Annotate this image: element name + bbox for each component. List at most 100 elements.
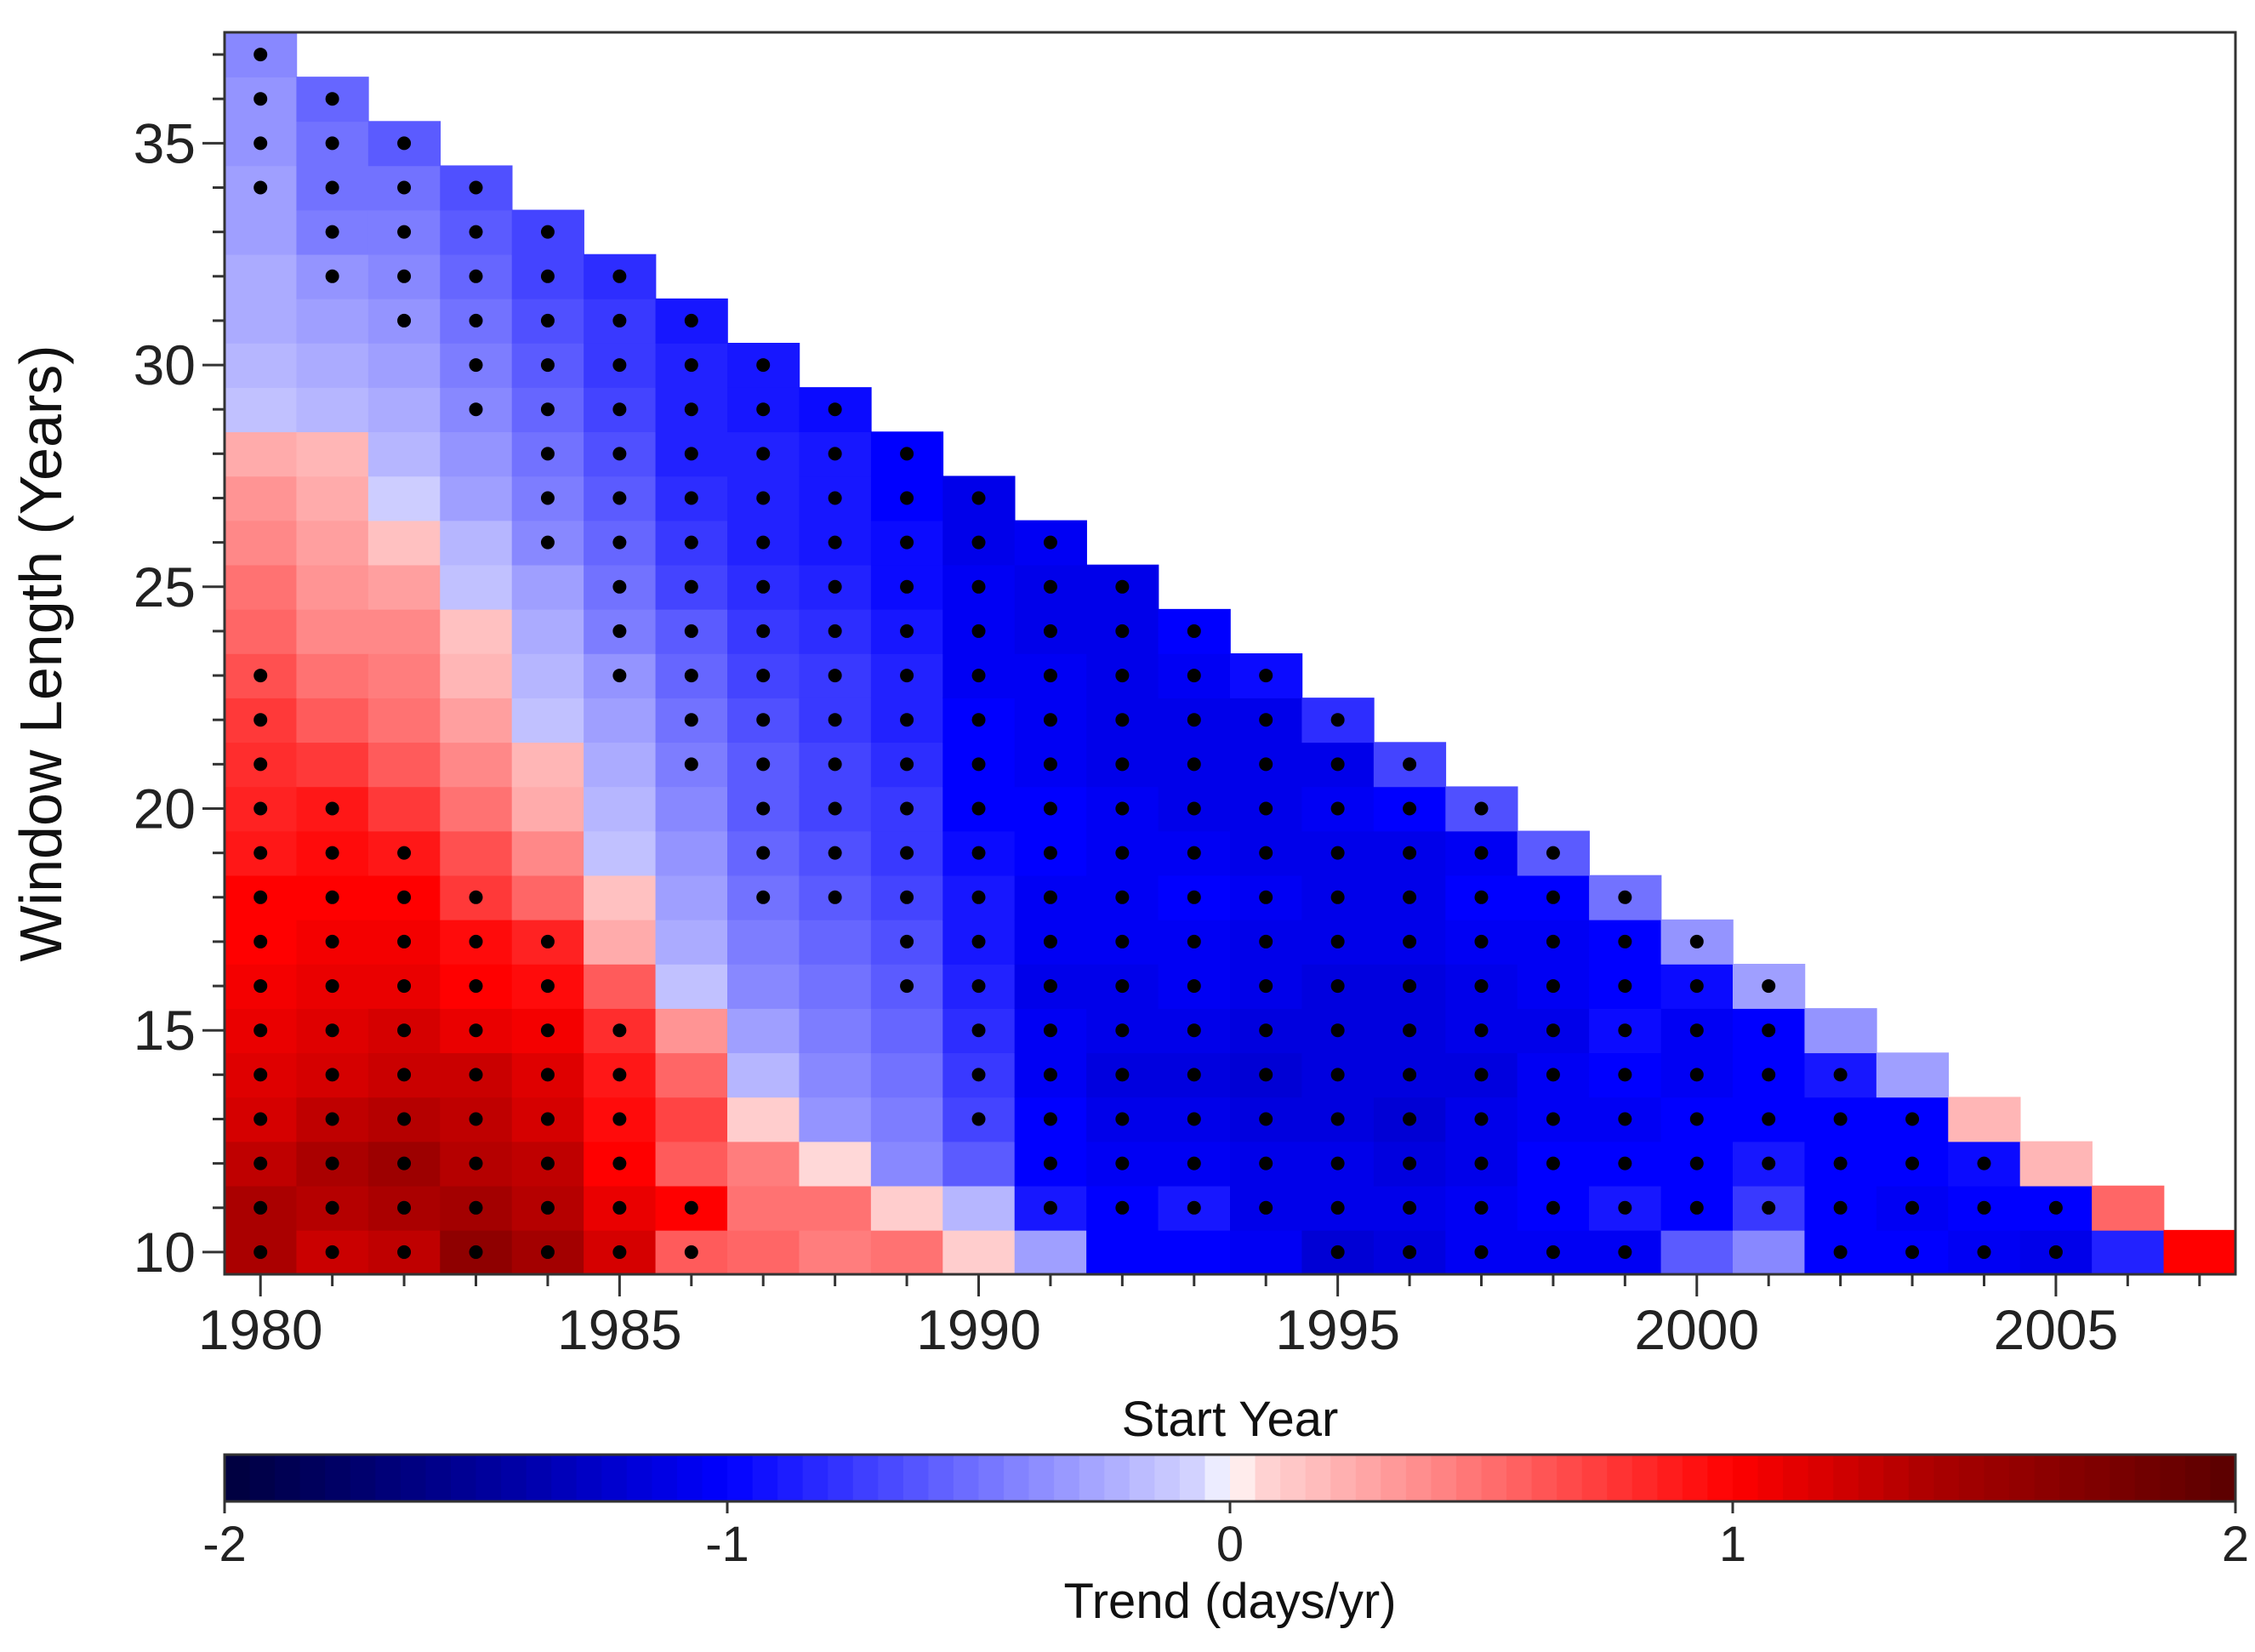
heatmap-cell [727, 1008, 800, 1054]
significance-dot [1905, 1200, 1920, 1215]
significance-dot [1977, 1200, 1991, 1215]
heatmap-cell [1014, 1229, 1087, 1274]
heatmap-cell [942, 1141, 1016, 1187]
significance-dot [612, 358, 627, 373]
significance-dot [1043, 979, 1057, 994]
heatmap-cell [367, 564, 441, 610]
heatmap-cell [296, 698, 369, 743]
heatmap-cell [511, 874, 584, 920]
heatmap-cell [727, 1229, 800, 1274]
significance-dot [1546, 1068, 1560, 1082]
significance-dot [1403, 757, 1417, 772]
significance-dot [612, 669, 627, 683]
significance-dot [971, 491, 986, 505]
heatmap-cell [511, 698, 584, 743]
significance-dot [1259, 1023, 1273, 1038]
significance-dot [1403, 801, 1417, 816]
colorbar-segment [1757, 1455, 1784, 1501]
colorbar-segment [2009, 1455, 2036, 1501]
colorbar-segment [978, 1455, 1005, 1501]
significance-dot [1330, 1112, 1345, 1126]
heatmap-cell [584, 742, 657, 788]
significance-dot [1187, 1200, 1201, 1215]
significance-dot [1762, 979, 1776, 994]
heatmap-cell [296, 387, 369, 433]
significance-dot [253, 801, 268, 816]
heatmap-cell [870, 1052, 944, 1098]
heatmap-cell [584, 698, 657, 743]
heatmap-cell [440, 608, 513, 654]
heatmap-cell [440, 476, 513, 521]
significance-dot [1187, 890, 1201, 904]
heatmap-cell [511, 653, 584, 698]
significance-dot [1259, 1156, 1273, 1171]
significance-dot [469, 1112, 483, 1126]
colorbar-segment [1154, 1455, 1181, 1501]
significance-dot [253, 1156, 268, 1171]
significance-dot [828, 713, 842, 727]
significance-dot [540, 979, 555, 994]
colorbar-segment [1104, 1455, 1130, 1501]
significance-dot [1689, 979, 1704, 994]
colorbar-segment [1054, 1455, 1080, 1501]
significance-dot [540, 1200, 555, 1215]
colorbar-segment [225, 1455, 251, 1501]
significance-dots [253, 48, 2063, 1259]
significance-dot [900, 934, 914, 948]
significance-dot [469, 890, 483, 904]
colorbar-segment [1682, 1455, 1709, 1501]
colorbar-segment [1908, 1455, 1935, 1501]
significance-dot [756, 402, 771, 417]
colorbar-segment [576, 1455, 603, 1501]
significance-dot [253, 136, 268, 151]
significance-dot [469, 358, 483, 373]
significance-dot [540, 1156, 555, 1171]
significance-dot [1618, 1068, 1632, 1082]
significance-dot [325, 1200, 339, 1215]
significance-dot [325, 136, 339, 151]
significance-dot [540, 491, 555, 505]
significance-dot [1043, 801, 1057, 816]
significance-dot [971, 669, 986, 683]
significance-dot [1043, 890, 1057, 904]
significance-dot [684, 579, 698, 594]
significance-dot [1330, 713, 1345, 727]
significance-dot [1115, 890, 1130, 904]
significance-dot [325, 92, 339, 106]
heatmap-cell [225, 520, 298, 566]
significance-dot [1833, 1068, 1848, 1082]
significance-dot [2048, 1245, 2063, 1259]
colorbar-segment [1481, 1455, 1507, 1501]
colorbar-segment [325, 1455, 351, 1501]
significance-dot [1762, 1200, 1776, 1215]
colorbar-segment [1204, 1455, 1231, 1501]
significance-dot [325, 1156, 339, 1171]
significance-dot [1905, 1112, 1920, 1126]
significance-dot [1474, 979, 1489, 994]
significance-dot [684, 402, 698, 417]
significance-dot [397, 846, 412, 860]
significance-dot [684, 535, 698, 550]
heatmap-cell [296, 476, 369, 521]
heatmap-cell [870, 1008, 944, 1054]
colorbar-segment [1431, 1455, 1457, 1501]
significance-dot [1905, 1245, 1920, 1259]
heatmap-cell [1876, 1052, 1950, 1098]
colorbar-segment [852, 1455, 880, 1501]
heatmap-cell [440, 653, 513, 698]
significance-dot [1043, 669, 1057, 683]
significance-dot [1115, 1112, 1130, 1126]
colorbar-segment [727, 1455, 754, 1501]
significance-dot [1474, 934, 1489, 948]
significance-dot [1689, 1023, 1704, 1038]
heatmap-cell [799, 1185, 872, 1231]
significance-dot [325, 801, 339, 816]
heatmap-cell [799, 1008, 872, 1054]
significance-dot [971, 713, 986, 727]
significance-dot [1546, 1245, 1560, 1259]
significance-dot [1546, 979, 1560, 994]
heatmap-cell [367, 653, 441, 698]
significance-dot [1330, 1200, 1345, 1215]
heatmap-cell [1948, 1097, 2021, 1142]
